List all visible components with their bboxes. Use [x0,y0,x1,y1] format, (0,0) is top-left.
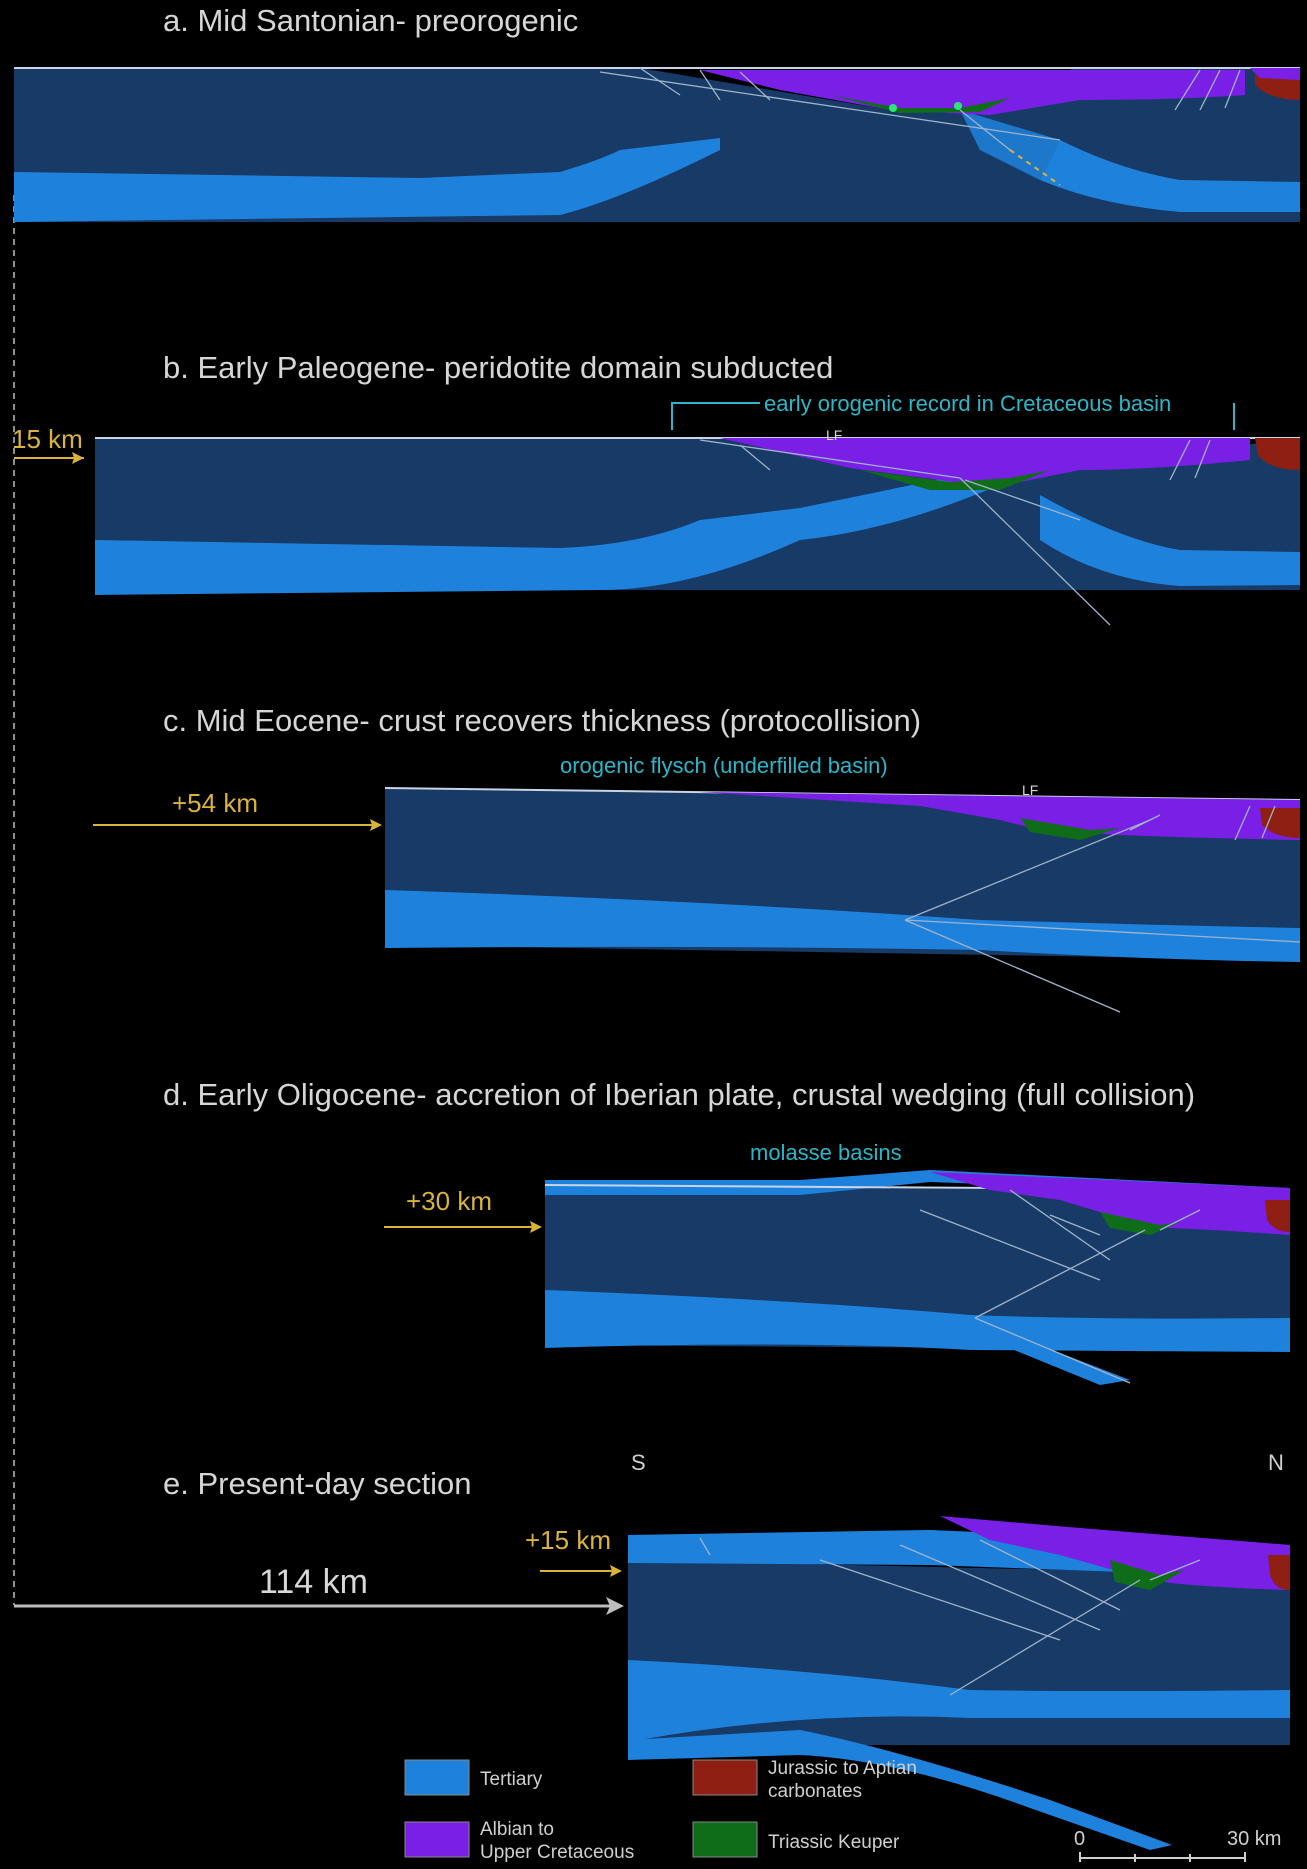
south-label: S [631,1450,646,1475]
panel-b-lower-left [95,475,1020,595]
panel-b-triassic [860,470,1050,490]
legend-swatch-albian [404,1821,470,1858]
panel-c-cretaceous [700,792,1300,840]
panel-b-title: b. Early Paleogene- peridotite domain su… [163,350,833,385]
panel-e-shift-arrowhead [610,1565,622,1577]
panel-b-lf-label: LF [826,427,842,443]
scale-min-label: 0 [1074,1828,1085,1850]
legend-label-jurassic-1: Jurassic to Aptian [768,1758,917,1779]
panel-d-annotation: molasse basins [750,1140,902,1165]
legend-label-triassic: Triassic Keuper [768,1832,900,1853]
panel-a-cretaceous-right [1250,68,1300,80]
panel-d-tertiary-top [545,1170,1290,1195]
scale-max-label: 30 km [1227,1828,1281,1850]
total-shift-arrowhead [606,1597,624,1615]
legend: Tertiary Jurassic to Aptian carbonates A… [404,1758,917,1863]
panel-d-lower [545,1290,1290,1352]
panel-b: b. Early Paleogene- peridotite domain su… [12,350,1300,626]
panel-b-shift-label: 15 km [12,424,83,454]
panel-c: c. Mid Eocene- crust recovers thickness … [93,703,1301,1013]
panel-c-lf-label: LF [1022,782,1038,798]
panel-b-cretaceous [720,438,1250,488]
legend-label-albian-1: Albian to [480,1819,554,1840]
panel-e-cretaceous [940,1516,1290,1590]
panel-c-title: c. Mid Eocene- crust recovers thickness … [163,703,921,738]
panel-d-title: d. Early Oligocene- accretion of Iberian… [163,1077,1195,1112]
panel-c-annotation: orogenic flysch (underfilled basin) [560,753,888,778]
scale-bar: 0 30 km [1074,1828,1281,1862]
panel-c-lower [385,890,1300,962]
north-label: N [1268,1450,1284,1475]
panel-b-annotation: early orogenic record in Cretaceous basi… [764,391,1171,416]
panel-a: a. Mid Santonian- preorogenic [14,3,1300,222]
panel-a-triassic [830,95,1010,113]
panel-b-lower-right [1040,495,1300,586]
panel-a-lower-right [1040,140,1300,212]
panel-a-lower-left [14,138,720,222]
total-shift-label: 114 km [259,1563,368,1601]
panel-c-triassic [1020,818,1120,840]
panel-e-title: e. Present-day section [163,1466,471,1501]
panel-a-cretaceous [700,70,1245,115]
panel-a-wedge [960,110,1060,180]
legend-swatch-jurassic [692,1759,758,1796]
panel-d-triassic [1100,1212,1180,1235]
panel-e-slab [628,1730,1172,1850]
legend-label-jurassic-2: carbonates [768,1781,862,1802]
panel-d-slab [960,1318,1130,1385]
panel-d: d. Early Oligocene- accretion of Iberian… [163,1077,1291,1385]
panel-d-shift-arrowhead [530,1221,542,1233]
panel-d-jurassic [1265,1200,1290,1232]
panel-a-dashed-fault [1009,149,1061,186]
panel-c-shift-arrowhead [370,819,382,831]
panel-e-jurassic [1268,1555,1290,1590]
panel-c-shift-label: +54 km [172,788,258,818]
panel-e-triassic [1110,1560,1185,1590]
panel-e-lower [628,1660,1290,1742]
legend-swatch-triassic [692,1821,758,1858]
panel-a-title: a. Mid Santonian- preorogenic [163,3,578,38]
panel-c-jurassic [1260,808,1300,838]
panel-b-shift-arrowhead [72,452,84,464]
panel-e: S N e. Present-day section +15 km 114 km [14,1450,1290,1850]
panel-b-jurassic [1255,438,1300,470]
legend-swatch-tertiary [404,1759,470,1796]
legend-label-tertiary: Tertiary [480,1769,543,1790]
panel-d-shift-label: +30 km [406,1186,492,1216]
panel-e-shift-label: +15 km [525,1525,611,1555]
panel-d-cretaceous [930,1172,1290,1235]
panel-b-bracket-left [671,402,760,430]
legend-label-albian-2: Upper Cretaceous [480,1842,634,1863]
